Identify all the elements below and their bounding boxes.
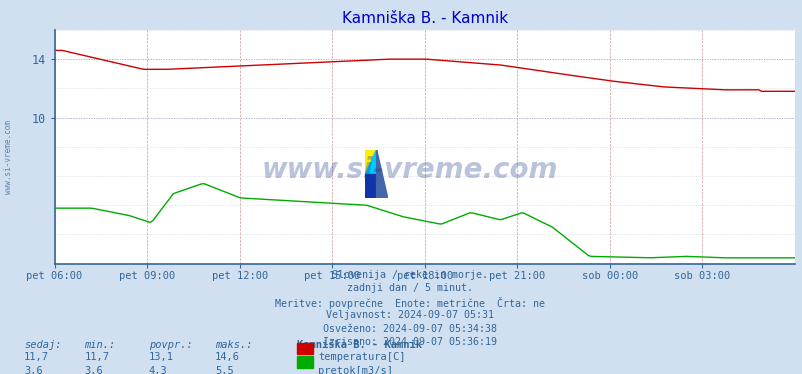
Text: Osveženo: 2024-09-07 05:34:38: Osveženo: 2024-09-07 05:34:38 bbox=[322, 324, 496, 334]
Text: Meritve: povprečne  Enote: metrične  Črta: ne: Meritve: povprečne Enote: metrične Črta:… bbox=[274, 297, 544, 309]
Text: povpr.:: povpr.: bbox=[148, 340, 192, 350]
Text: temperatura[C]: temperatura[C] bbox=[318, 352, 405, 362]
Text: 3,6: 3,6 bbox=[24, 366, 43, 374]
Text: 4,3: 4,3 bbox=[148, 366, 167, 374]
Text: maks.:: maks.: bbox=[215, 340, 253, 350]
Text: zadnji dan / 5 minut.: zadnji dan / 5 minut. bbox=[346, 283, 472, 294]
Title: Kamniška B. - Kamnik: Kamniška B. - Kamnik bbox=[342, 11, 507, 26]
Polygon shape bbox=[365, 150, 376, 174]
Text: 5,5: 5,5 bbox=[215, 366, 233, 374]
Text: Slovenija / reke in morje.: Slovenija / reke in morje. bbox=[331, 270, 487, 280]
Text: sedaj:: sedaj: bbox=[24, 340, 62, 350]
Text: Kamniška B. - Kamnik: Kamniška B. - Kamnik bbox=[297, 340, 422, 350]
Polygon shape bbox=[365, 174, 376, 198]
Text: www.si-vreme.com: www.si-vreme.com bbox=[3, 120, 13, 194]
Text: 11,7: 11,7 bbox=[84, 352, 109, 362]
Text: pretok[m3/s]: pretok[m3/s] bbox=[318, 366, 392, 374]
Text: www.si-vreme.com: www.si-vreme.com bbox=[261, 156, 557, 184]
Text: 13,1: 13,1 bbox=[148, 352, 173, 362]
Text: Veljavnost: 2024-09-07 05:31: Veljavnost: 2024-09-07 05:31 bbox=[325, 310, 493, 321]
Polygon shape bbox=[365, 150, 376, 174]
Text: min.:: min.: bbox=[84, 340, 115, 350]
Text: 14,6: 14,6 bbox=[215, 352, 240, 362]
Text: Izrisano: 2024-09-07 05:36:19: Izrisano: 2024-09-07 05:36:19 bbox=[322, 337, 496, 347]
Text: 3,6: 3,6 bbox=[84, 366, 103, 374]
Text: 11,7: 11,7 bbox=[24, 352, 49, 362]
Polygon shape bbox=[376, 150, 387, 198]
